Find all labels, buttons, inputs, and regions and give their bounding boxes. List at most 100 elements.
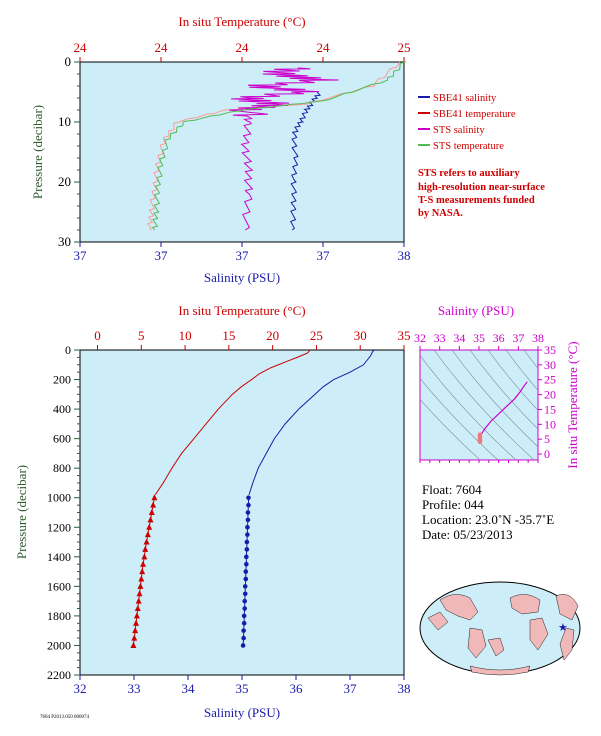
- temperature-point: [147, 516, 154, 523]
- density-contour: [451, 350, 538, 448]
- ts-deep-point: [477, 432, 483, 437]
- legend-label-sts-salinity: STS salinity: [433, 125, 485, 136]
- ts-salinity-axis-label: Salinity (PSU): [438, 303, 514, 318]
- float-id: Float: 7604: [422, 482, 482, 497]
- temperature-point: [131, 634, 138, 641]
- sts-note-line-4: by NASA.: [418, 208, 463, 219]
- top-pressure-tick-label: 0: [65, 54, 72, 69]
- bottom-sal-tick-label: 33: [128, 681, 141, 696]
- salinity-point: [240, 643, 246, 648]
- salinity-point: [242, 591, 248, 597]
- salinity-point: [245, 532, 250, 537]
- bottom-pressure-tick-label: 2200: [47, 668, 71, 682]
- legend-label-sts-temperature: STS temperature: [433, 141, 504, 152]
- temperature-point: [143, 538, 150, 545]
- top-pressure-tick-label: 10: [58, 114, 71, 129]
- profile-number: Profile: 044: [422, 497, 484, 512]
- ts-salinity-tick-label: 38: [532, 331, 544, 345]
- bottom-pressure-axis-label: Pressure (decibar): [14, 465, 29, 559]
- location: Location: 23.0˚N -35.7˚E: [422, 512, 554, 527]
- temperature-point: [138, 575, 145, 582]
- ts-series: [477, 381, 528, 445]
- top-panel: In situ Temperature (°C) 24 24 24 24 25 37 37…: [30, 14, 411, 285]
- sts-note-line-1: STS refers to auxiliary: [418, 168, 520, 179]
- ts-salinity-tick-label: 36: [493, 331, 505, 345]
- salinity-point: [245, 517, 251, 523]
- ts-salinity-tick-label: 35: [473, 331, 485, 345]
- bottom-series: [130, 349, 375, 648]
- temperature-point: [150, 501, 157, 508]
- bottom-pressure-tick-label: 1600: [47, 579, 71, 593]
- bottom-pressure-tick-label: 1800: [47, 609, 71, 623]
- temperature-point: [142, 545, 149, 552]
- top-legend: SBE41 salinity SBE41 temperature STS sal…: [418, 93, 516, 152]
- temperature-point: [140, 560, 147, 567]
- salinity-point: [243, 569, 249, 574]
- salinity-point: [246, 495, 251, 501]
- ts-temp-tick-label: 35: [544, 343, 556, 357]
- bottom-salinity-axis-label: Salinity (PSU): [204, 705, 280, 720]
- bottom-pressure-tick-label: 2000: [47, 638, 71, 652]
- bottom-sal-tick-label: 38: [398, 681, 411, 696]
- bottom-pressure-tick-label: 0: [65, 343, 71, 357]
- salinity-point: [241, 628, 246, 633]
- salinity-point: [245, 524, 250, 530]
- salinity-point: [242, 606, 247, 611]
- top-salinity-axis-label: Salinity (PSU): [204, 270, 280, 285]
- map-continents: [427, 594, 579, 676]
- top-series-line: [146, 61, 401, 231]
- top-sal-tick-label: 38: [398, 248, 411, 263]
- density-contour: [505, 350, 538, 391]
- salinity-point: [244, 547, 250, 552]
- top-series-line: [151, 61, 407, 231]
- bottom-temp-ticks: 0 5 10 15 20 25 30 35: [94, 328, 411, 350]
- top-series: [146, 61, 407, 231]
- top-sal-tick-label: 37: [155, 248, 169, 263]
- profile-date: Date: 05/23/2013: [422, 527, 513, 542]
- bottom-sal-tick-label: 34: [182, 681, 196, 696]
- top-temp-tick-label: 24: [74, 40, 88, 55]
- salinity-point: [242, 598, 247, 604]
- ts-temp-tick-label: 30: [544, 358, 556, 372]
- temperature-point: [132, 627, 139, 634]
- temperature-point: [136, 590, 143, 597]
- salinity-point: [244, 539, 250, 545]
- ts-temp-tick-label: 15: [544, 402, 556, 416]
- bottom-sal-tick-label: 35: [236, 681, 249, 696]
- salinity-profile-line: [248, 349, 375, 495]
- top-pressure-tick-label: 20: [58, 174, 71, 189]
- temperature-point: [146, 523, 153, 530]
- top-pressure-ticks: 0 10 20 30: [58, 54, 80, 249]
- temperature-point: [130, 641, 137, 648]
- density-contour: [523, 350, 538, 369]
- bottom-temp-tick-label: 0: [94, 328, 101, 343]
- temperature-point: [151, 494, 158, 501]
- bottom-pressure-tick-label: 200: [53, 373, 71, 387]
- ts-temp-tick-label: 10: [544, 417, 556, 431]
- bottom-temp-tick-label: 5: [138, 328, 145, 343]
- bottom-sal-tick-label: 36: [290, 681, 304, 696]
- top-temp-axis-label: In situ Temperature (°C): [178, 14, 305, 29]
- sts-note-line-3: T-S measurements funded: [418, 195, 535, 206]
- temperature-point: [148, 509, 155, 515]
- bottom-pressure-ticks: 0 200 400 600 800 1000 1200 1400 1600 1800 2000 220…: [47, 343, 80, 682]
- salinity-point: [242, 584, 248, 589]
- bottom-plot-area: [79, 349, 405, 676]
- top-sal-ticks: 37 37 37 37 38: [74, 242, 411, 263]
- bottom-pressure-tick-label: 400: [53, 402, 71, 416]
- top-sal-tick-label: 37: [317, 248, 331, 263]
- salinity-point: [241, 635, 246, 641]
- top-series-line: [228, 67, 339, 231]
- bottom-temp-tick-label: 30: [354, 328, 367, 343]
- temperature-point: [139, 568, 146, 575]
- temperature-point: [141, 553, 148, 560]
- top-pressure-tick-label: 30: [58, 234, 71, 249]
- ts-salinity-tick-label: 34: [453, 331, 465, 345]
- ts-salinity-tick-label: 33: [434, 331, 446, 345]
- top-sal-tick-label: 37: [74, 248, 88, 263]
- float-info: Float: 7604 Profile: 044 Location: 23.0˚…: [422, 482, 554, 542]
- footer-code: 7604 P2013.050 000074: [40, 715, 90, 720]
- float-location-marker: ★: [558, 622, 568, 634]
